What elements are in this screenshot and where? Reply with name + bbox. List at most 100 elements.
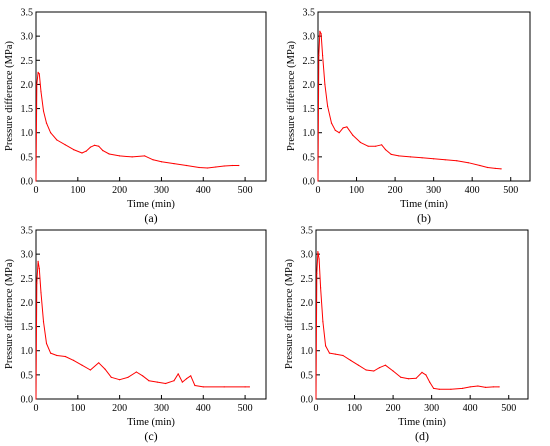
data-point bbox=[315, 398, 317, 400]
data-point bbox=[73, 149, 75, 151]
chart-panel: 0 100 200 300 400 500 0.0 0.5 1.0 1.5 2.0 2.5 3.0 3.5… bbox=[4, 8, 267, 225]
y-tick-label: 3.0 bbox=[21, 250, 34, 261]
x-tick-label: 100 bbox=[349, 185, 364, 196]
y-tick-label: 0.5 bbox=[21, 370, 34, 381]
data-point bbox=[322, 54, 324, 57]
data-point bbox=[36, 282, 38, 284]
x-tick-label: 400 bbox=[196, 185, 211, 196]
y-tick-label: 2.5 bbox=[301, 274, 314, 285]
data-point bbox=[327, 105, 329, 107]
pressure-series-line bbox=[315, 251, 500, 400]
y-tick-label: 2.5 bbox=[21, 56, 34, 67]
data-point bbox=[342, 127, 344, 129]
data-point bbox=[148, 380, 150, 382]
y-tick-label: 0.5 bbox=[301, 370, 314, 381]
x-tick-label: 300 bbox=[424, 403, 439, 414]
data-point bbox=[131, 156, 133, 158]
data-point bbox=[248, 386, 250, 388]
data-point bbox=[98, 145, 100, 147]
y-tick-label: 0.0 bbox=[303, 177, 316, 188]
data-point bbox=[409, 156, 412, 158]
data-point bbox=[485, 386, 487, 388]
data-point bbox=[334, 129, 336, 131]
data-point bbox=[317, 251, 319, 253]
y-tick-label: 2.0 bbox=[21, 298, 34, 309]
data-point bbox=[215, 166, 217, 168]
y-axis-label: Pressure difference (MPa) bbox=[4, 40, 15, 151]
x-tick-label: 200 bbox=[112, 185, 127, 196]
data-point bbox=[102, 150, 104, 152]
data-point bbox=[342, 354, 344, 357]
data-point bbox=[319, 30, 321, 32]
data-point bbox=[35, 398, 37, 400]
data-point bbox=[81, 364, 83, 366]
x-tick-label: 300 bbox=[154, 403, 169, 414]
x-tick-label: 500 bbox=[503, 185, 518, 196]
data-point bbox=[334, 353, 336, 355]
data-point bbox=[444, 159, 446, 161]
data-point bbox=[498, 386, 500, 388]
x-tick-label: 500 bbox=[238, 403, 253, 414]
x-tick-label: 300 bbox=[154, 185, 169, 196]
x-axis-label: Time (min) bbox=[127, 417, 175, 428]
y-tick-label: 3.5 bbox=[21, 226, 34, 237]
data-point bbox=[36, 83, 38, 85]
plot-frame bbox=[35, 11, 267, 182]
data-point bbox=[429, 381, 431, 383]
data-point bbox=[135, 371, 137, 373]
data-point bbox=[398, 155, 400, 157]
x-tick-label: 400 bbox=[196, 403, 211, 414]
pressure-series-line bbox=[35, 71, 239, 182]
data-point bbox=[438, 388, 440, 390]
data-point bbox=[479, 164, 481, 167]
data-point bbox=[194, 384, 196, 387]
x-axis-label: Time (min) bbox=[127, 199, 175, 210]
y-tick-label: 1.0 bbox=[303, 128, 316, 139]
y-tick-label: 0.0 bbox=[21, 177, 34, 188]
data-point bbox=[487, 166, 489, 169]
data-point bbox=[244, 386, 246, 388]
data-point bbox=[433, 158, 435, 160]
data-point bbox=[173, 163, 175, 165]
data-point bbox=[45, 342, 48, 345]
panel-label: (b) bbox=[417, 211, 431, 225]
data-point bbox=[144, 155, 146, 157]
panel-label: (a) bbox=[144, 211, 157, 225]
x-axis-label: Time (min) bbox=[400, 199, 448, 210]
data-point bbox=[384, 149, 387, 151]
data-point bbox=[173, 380, 175, 382]
data-point bbox=[185, 378, 188, 380]
x-tick-label: 0 bbox=[34, 403, 39, 414]
data-point bbox=[425, 374, 427, 376]
data-point bbox=[384, 364, 386, 366]
data-point bbox=[359, 141, 361, 143]
y-tick-label: 1.5 bbox=[21, 322, 34, 333]
x-tick-label: 200 bbox=[388, 185, 403, 196]
y-tick-label: 0.0 bbox=[301, 395, 314, 406]
data-point bbox=[181, 381, 183, 383]
data-point bbox=[338, 132, 340, 134]
y-tick-label: 1.5 bbox=[301, 322, 314, 333]
data-point bbox=[64, 144, 66, 146]
data-point bbox=[42, 110, 45, 112]
chart-panel: 0 100 200 300 400 500 0.0 0.5 1.0 1.5 2.0 2.5 3.0 3.5… bbox=[4, 226, 267, 443]
data-point bbox=[223, 386, 225, 388]
pressure-series-line bbox=[35, 260, 250, 400]
data-point bbox=[456, 160, 458, 162]
x-tick-label: 0 bbox=[314, 403, 319, 414]
x-tick-label: 400 bbox=[465, 185, 480, 196]
x-tick-label: 500 bbox=[501, 403, 516, 414]
data-point bbox=[152, 159, 154, 161]
y-tick-label: 1.0 bbox=[21, 346, 34, 357]
y-tick-label: 2.0 bbox=[301, 298, 314, 309]
y-axis-label: Pressure difference (MPa) bbox=[4, 258, 15, 369]
data-point bbox=[477, 385, 479, 387]
data-point bbox=[231, 164, 234, 167]
x-tick-label: 300 bbox=[426, 185, 441, 196]
data-point bbox=[492, 386, 494, 388]
data-point bbox=[177, 373, 179, 375]
data-point bbox=[461, 387, 464, 389]
x-tick-label: 100 bbox=[70, 403, 85, 414]
data-point bbox=[198, 166, 200, 169]
